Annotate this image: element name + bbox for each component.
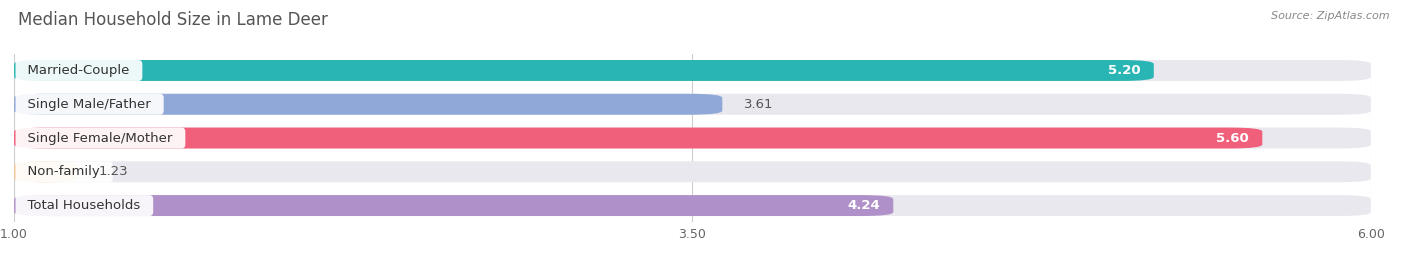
Text: Single Female/Mother: Single Female/Mother [20, 132, 181, 144]
FancyBboxPatch shape [14, 94, 1371, 115]
FancyBboxPatch shape [14, 60, 1371, 81]
Text: 4.24: 4.24 [846, 199, 880, 212]
FancyBboxPatch shape [14, 161, 1371, 182]
Text: Total Households: Total Households [20, 199, 149, 212]
FancyBboxPatch shape [14, 94, 723, 115]
Text: 5.20: 5.20 [1108, 64, 1140, 77]
Text: Non-family: Non-family [20, 165, 108, 178]
FancyBboxPatch shape [14, 128, 1371, 148]
Text: 3.61: 3.61 [744, 98, 773, 111]
Text: Source: ZipAtlas.com: Source: ZipAtlas.com [1271, 11, 1389, 21]
Text: Median Household Size in Lame Deer: Median Household Size in Lame Deer [18, 11, 328, 29]
FancyBboxPatch shape [14, 60, 1154, 81]
Text: Married-Couple: Married-Couple [20, 64, 138, 77]
Text: Single Male/Father: Single Male/Father [20, 98, 160, 111]
FancyBboxPatch shape [14, 195, 1371, 216]
FancyBboxPatch shape [14, 161, 76, 182]
FancyBboxPatch shape [14, 195, 893, 216]
FancyBboxPatch shape [14, 128, 1263, 148]
Text: 1.23: 1.23 [98, 165, 128, 178]
Text: 5.60: 5.60 [1216, 132, 1249, 144]
